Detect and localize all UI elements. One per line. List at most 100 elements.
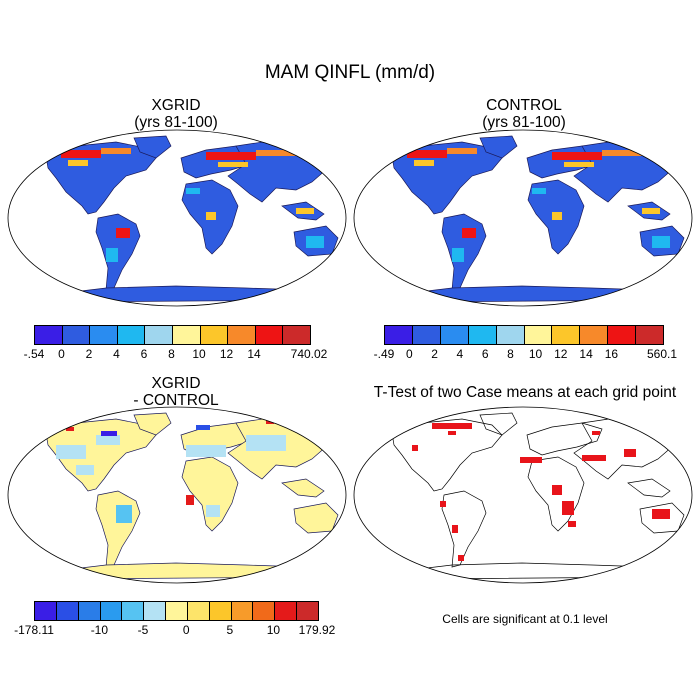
hotspot xyxy=(256,150,296,156)
colorbar-swatch xyxy=(62,326,91,344)
colorbar-label: 10 xyxy=(528,347,543,361)
land-namerica xyxy=(391,418,503,492)
figure-title: MAM QINFL (mm/d) xyxy=(264,62,436,83)
sig-cell xyxy=(652,509,670,519)
land-antarctica xyxy=(55,285,327,303)
hotspot xyxy=(414,160,434,166)
panel-title-ttest: T-Test of two Case means at each grid po… xyxy=(373,384,677,401)
colorbar-label: 6 xyxy=(481,347,489,361)
land-antarctica xyxy=(401,285,673,303)
colorbar-swatch xyxy=(200,326,229,344)
colorbar-label: 0 xyxy=(58,347,65,361)
land-africa xyxy=(527,456,585,532)
colorbar-label: 4 xyxy=(456,347,464,361)
colorbar-label: 12 xyxy=(554,347,568,361)
diff-patch xyxy=(56,445,86,459)
map-diff xyxy=(7,406,347,584)
panel-title-diff: XGRID - CONTROL xyxy=(76,375,276,409)
map-control xyxy=(353,129,693,307)
sig-cell xyxy=(562,501,574,515)
land-africa xyxy=(181,456,239,532)
sig-cell xyxy=(458,555,464,561)
colorbar-label: 10 xyxy=(192,347,206,361)
colorbar-label: 4 xyxy=(113,347,120,361)
colorbar-swatch xyxy=(187,602,210,620)
sig-cell xyxy=(568,521,576,527)
land-greenland xyxy=(479,135,518,159)
colorbar-swatch xyxy=(580,326,609,344)
diff-patch xyxy=(101,431,117,436)
ttest-note: Cells are significant at 0.1 level xyxy=(442,612,608,626)
colorbar-swatch xyxy=(275,602,298,620)
hotspot xyxy=(552,152,602,160)
sig-cell xyxy=(432,423,472,429)
hotspot xyxy=(106,248,118,262)
panel-title-control: CONTROL (yrs 81-100) xyxy=(424,97,624,131)
panel-title-diff-line2: - CONTROL xyxy=(133,392,219,409)
hotspot xyxy=(296,208,314,214)
land-seasia xyxy=(627,478,671,498)
map-ttest xyxy=(353,406,693,584)
hotspot xyxy=(552,212,562,220)
colorbar-swatch xyxy=(122,602,145,620)
colorbar-swatch xyxy=(145,326,173,344)
land-namerica xyxy=(45,418,157,492)
panel-title-control-line2: (yrs 81-100) xyxy=(482,114,566,131)
diff-patch xyxy=(206,505,220,517)
diff-patch xyxy=(96,435,120,445)
diff-patch xyxy=(116,505,132,523)
sig-cell xyxy=(552,485,562,495)
land-samerica xyxy=(95,490,141,568)
hotspot xyxy=(642,208,660,214)
sig-cell xyxy=(452,525,458,533)
colorbar-swatch xyxy=(35,326,63,344)
colorbar-label: 2 xyxy=(85,347,93,361)
sig-cell xyxy=(520,457,542,463)
colorbar-label: 5 xyxy=(226,623,234,637)
colorbar-control xyxy=(384,325,664,345)
colorbar-label: 8 xyxy=(507,347,514,361)
panel-title-control-line1: CONTROL xyxy=(486,97,562,114)
colorbar-swatch xyxy=(412,326,441,344)
colorbar-label: 6 xyxy=(140,347,148,361)
colorbar-swatch xyxy=(117,326,146,344)
hotspot xyxy=(218,162,248,167)
colorbar-swatch xyxy=(166,602,188,620)
hotspot xyxy=(206,152,256,160)
hotspot xyxy=(452,248,464,262)
map-border xyxy=(353,129,693,307)
diff-patch xyxy=(196,425,210,430)
panel-title-xgrid: XGRID (yrs 81-100) xyxy=(76,97,276,131)
colorbar-label: 0 xyxy=(405,347,413,361)
hotspot xyxy=(61,150,101,158)
colorbar-label: -.49 xyxy=(373,347,395,361)
colorbar-swatch xyxy=(172,326,201,344)
diff-patch xyxy=(186,495,194,505)
diff-patch xyxy=(186,445,226,457)
hotspot xyxy=(206,212,216,220)
hotspot xyxy=(407,150,447,158)
colorbar-label: 8 xyxy=(168,347,175,361)
colorbar-label: 0 xyxy=(182,623,190,637)
colorbar-label: -5 xyxy=(137,623,149,637)
colorbar-label: 740.02 xyxy=(290,347,328,361)
hotspot xyxy=(68,160,88,166)
land-antarctica xyxy=(55,562,327,580)
sig-cell xyxy=(440,501,446,507)
map-border xyxy=(7,406,347,584)
colorbar-label: -10 xyxy=(90,623,109,637)
colorbar-swatch xyxy=(524,326,553,344)
colorbar-swatch xyxy=(100,602,123,620)
colorbar-label: 14 xyxy=(247,347,261,361)
colorbar-label: 2 xyxy=(431,347,438,361)
land-antarctica xyxy=(401,562,673,580)
land-greenland xyxy=(133,135,172,159)
colorbar-diff xyxy=(34,601,319,621)
colorbar-label: 10 xyxy=(266,623,281,637)
hotspot xyxy=(447,148,477,154)
sig-cell xyxy=(582,455,606,461)
colorbar-swatch xyxy=(283,326,310,344)
colorbar-swatch xyxy=(496,326,525,344)
diff-patch xyxy=(76,465,94,475)
colorbar-swatch xyxy=(56,602,79,620)
